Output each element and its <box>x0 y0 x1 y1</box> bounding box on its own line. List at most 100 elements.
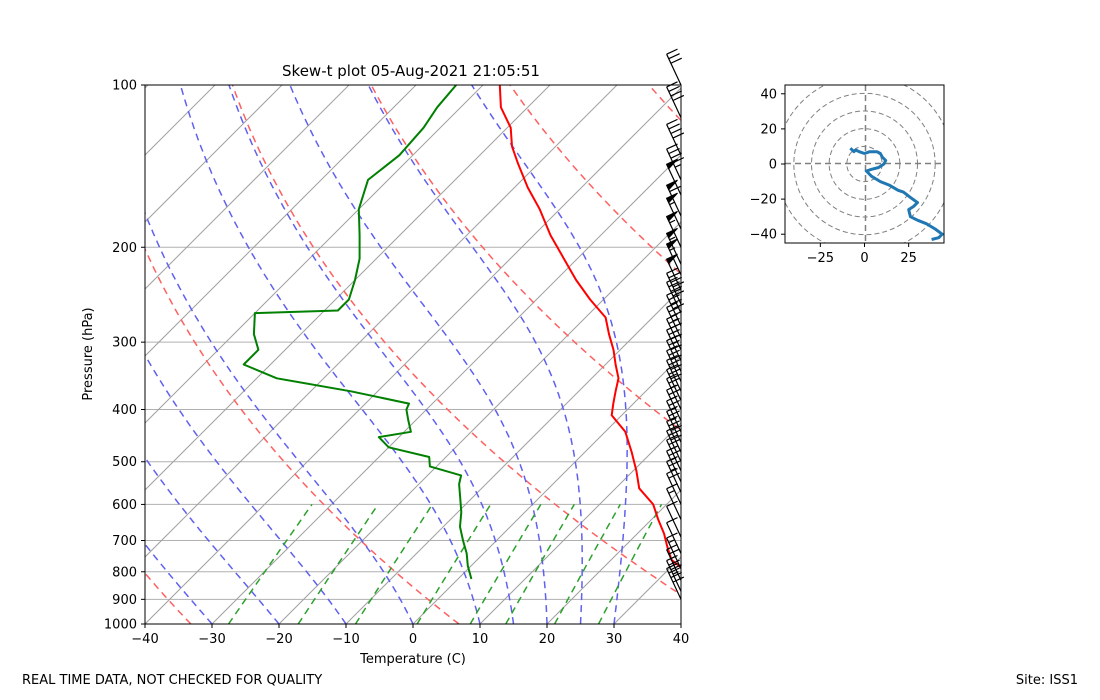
wind-barb-feather <box>666 554 678 562</box>
wind-barb-feather <box>668 490 675 494</box>
moist-adiabat-line <box>228 85 515 624</box>
wind-barb-feather <box>666 500 678 507</box>
moist-adiabat-line <box>289 85 548 624</box>
wind-barb <box>665 238 682 276</box>
wind-barb-staff <box>666 537 682 570</box>
dry-adiabat-lines <box>145 85 1100 624</box>
wind-barb-feather <box>672 281 685 288</box>
wind-barb-feather <box>672 303 685 310</box>
wind-barb-feather <box>668 53 680 60</box>
wind-barb-feather <box>666 345 678 352</box>
wind-barb-feather <box>670 434 682 441</box>
wind-barb-feather <box>672 290 685 297</box>
y-tick-label: 600 <box>112 498 137 513</box>
x-tick-label: −20 <box>265 632 292 647</box>
hodograph-trace <box>849 147 944 241</box>
wind-barb <box>665 179 682 217</box>
wind-barb-staff <box>666 522 682 554</box>
wind-barb-feather <box>668 272 680 279</box>
y-tick-label: 200 <box>112 241 137 256</box>
mixing-ratio-line <box>354 503 434 624</box>
wind-barb-feather <box>668 329 680 336</box>
wind-barb-feather <box>672 132 685 139</box>
wind-barb-staff <box>666 369 682 401</box>
dry-adiabat-line <box>370 85 681 432</box>
wind-barb-feather <box>668 567 680 574</box>
temperature-profile-line <box>498 85 681 569</box>
dry-adiabat-line <box>648 85 681 122</box>
isotherm-line <box>145 85 618 558</box>
wind-barb-feather <box>672 576 685 583</box>
wind-barb <box>665 158 682 196</box>
wind-barb-feather <box>668 548 680 555</box>
wind-barb-feather <box>666 384 678 391</box>
wind-barb-feather <box>674 164 681 168</box>
wind-barb-staff <box>666 568 682 600</box>
dry-adiabat-line <box>231 85 681 596</box>
wind-barb-staff <box>666 389 682 422</box>
wind-barb-feather <box>670 152 682 159</box>
wind-barb-feather <box>666 405 678 412</box>
wind-barb-feather <box>666 425 678 432</box>
dry-adiabat-line <box>927 85 1100 624</box>
isotherm-line <box>412 355 681 624</box>
wind-barb <box>666 289 685 327</box>
y-axis: 1000 900 800 700 600 500 400 300 200 100 <box>104 79 145 633</box>
wind-barb-feather <box>666 313 678 320</box>
wind-barb <box>666 267 685 305</box>
y-tick-label: 500 <box>112 455 137 470</box>
x-tick-label: 10 <box>472 632 489 647</box>
sounding-profiles <box>242 85 681 580</box>
wind-barb-staff <box>666 461 682 493</box>
wind-barb-feather <box>669 201 676 206</box>
wind-barb-feather <box>668 294 680 301</box>
wind-barb-flag <box>665 179 678 191</box>
hodograph: −25 0 25 40 20 0 −20 −40 <box>750 84 945 266</box>
wind-barb-feather <box>670 417 677 422</box>
wind-barb <box>665 192 682 230</box>
wind-barb <box>666 81 685 118</box>
x-tick-label: 40 <box>673 632 690 647</box>
wind-barb-feather <box>666 434 678 441</box>
quality-disclaimer: REAL TIME DATA, NOT CHECKED FOR QUALITY <box>22 673 323 688</box>
wind-barb-feather <box>668 123 680 130</box>
dry-adiabat-line <box>509 85 681 275</box>
wind-barb-staff <box>666 184 682 217</box>
wind-barb-staff <box>666 307 682 339</box>
wind-barb-feather <box>668 410 680 417</box>
wind-barb-feather <box>668 339 680 346</box>
wind-barb-flag <box>665 192 678 204</box>
mixing-ratio-line <box>597 504 663 624</box>
isotherm-line <box>613 556 681 624</box>
wind-barb <box>666 483 682 520</box>
wind-barb-feather <box>668 349 680 356</box>
wind-barb <box>666 562 685 600</box>
wind-barb <box>666 364 682 401</box>
x-tick-label: 0 <box>409 632 417 647</box>
y-tick-label: 700 <box>112 534 137 549</box>
wind-barb-feather <box>668 559 680 566</box>
isotherm-line <box>680 623 681 624</box>
mixing-ratio-line <box>554 504 621 624</box>
y-tick-label: 900 <box>112 593 137 608</box>
wind-barb-staff <box>666 450 682 483</box>
wind-barb-feather <box>666 354 678 361</box>
wind-barb-feather <box>666 455 678 463</box>
moist-adiabat-line <box>179 85 481 624</box>
wind-barb-feather <box>669 185 681 193</box>
wind-barb-feather <box>668 450 680 457</box>
wind-barb-feather <box>670 127 682 135</box>
wind-barb-staff <box>666 86 682 118</box>
wind-barb-feather <box>668 148 680 155</box>
wind-barb-feather <box>670 571 682 579</box>
wind-barb-feather <box>666 395 678 402</box>
wind-barb-feather <box>670 298 682 305</box>
wind-barb <box>666 500 682 538</box>
wind-barb-feather <box>670 285 682 292</box>
moist-adiabat-line <box>145 353 347 624</box>
wind-barb-staff <box>666 473 682 505</box>
dewpoint-profile-line <box>242 85 473 580</box>
wind-barb-feather <box>670 424 682 431</box>
wind-barb-feather <box>666 267 678 274</box>
wind-barb <box>666 143 685 181</box>
